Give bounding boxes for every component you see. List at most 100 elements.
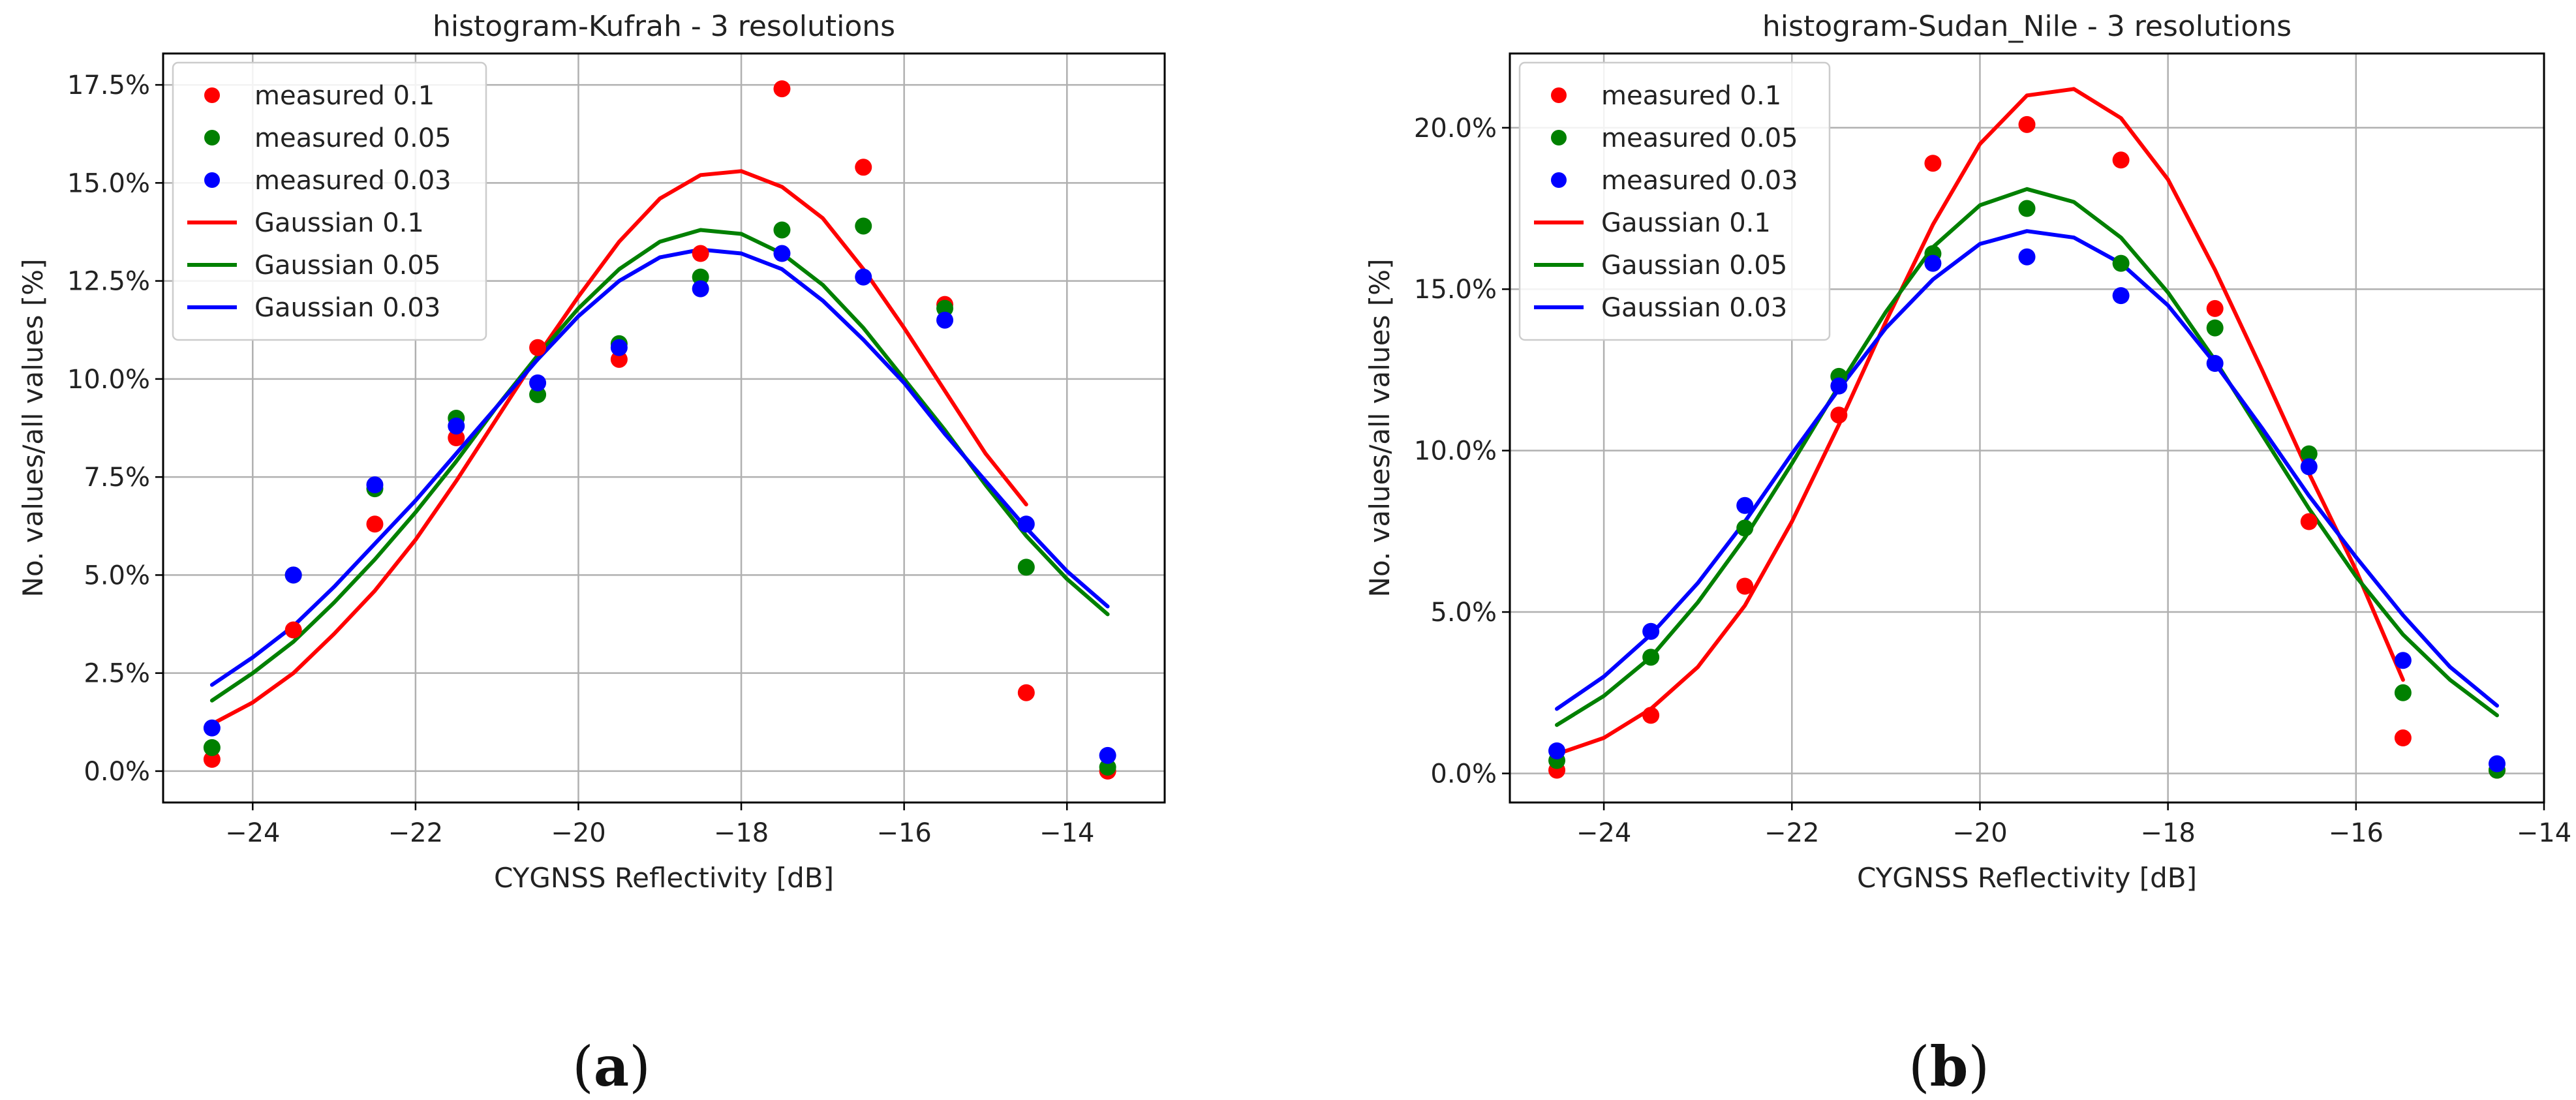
- data-point-measured-0.05: [2300, 445, 2318, 463]
- data-point-measured-0.1: [855, 159, 872, 176]
- y-tick-label: 7.5%: [84, 463, 150, 493]
- data-point-measured-0.1: [1736, 577, 1754, 595]
- data-point-measured-0.03: [2300, 458, 2318, 476]
- legend: measured 0.1 measured 0.05 measured 0.03 Ga…: [172, 61, 487, 341]
- legend-marker: [1551, 87, 1567, 103]
- data-point-measured-0.03: [1830, 377, 1848, 395]
- x-tick-label: −16: [876, 818, 931, 848]
- data-point-measured-0.1: [1830, 406, 1848, 424]
- data-point-measured-0.03: [773, 245, 791, 262]
- data-point-measured-0.1: [1642, 707, 1660, 724]
- legend: measured 0.1 measured 0.05 measured 0.03 Ga…: [1518, 61, 1831, 341]
- figure-panel-b: −24 −22 −20 −18 −16 −14 0.0% 5.0% 10.0% 15.0% 20.0…: [1288, 0, 2576, 1100]
- data-point-measured-0.03: [1548, 742, 1566, 759]
- y-tick-label: 2.5%: [84, 659, 150, 689]
- data-point-measured-0.1: [1017, 684, 1035, 701]
- data-point-measured-0.05: [2018, 200, 2036, 217]
- plot-area: [1548, 87, 2506, 779]
- chart-sudan-nile: −24 −22 −20 −18 −16 −14 0.0% 5.0% 10.0% 15.0% 20.0…: [1364, 10, 2571, 894]
- data-point-measured-0.03: [203, 719, 221, 737]
- legend-marker: [204, 172, 220, 188]
- y-tick-label: 20.0%: [1414, 114, 1497, 144]
- legend-box: [172, 61, 487, 341]
- chart-title: histogram-Sudan_Nile - 3 resolutions: [1762, 10, 2292, 43]
- data-point-measured-0.05: [1736, 519, 1754, 537]
- data-point-measured-0.05: [529, 386, 547, 403]
- data-point-measured-0.03: [1736, 497, 1754, 514]
- data-point-measured-0.03: [448, 417, 465, 435]
- legend-label: measured 0.1: [254, 81, 435, 111]
- data-point-measured-0.05: [855, 217, 872, 235]
- data-point-measured-0.1: [448, 429, 465, 447]
- x-tick-label: −20: [551, 818, 606, 848]
- data-point-measured-0.03: [2488, 755, 2506, 772]
- panel-caption-letter: a: [593, 1034, 630, 1099]
- legend-label: measured 0.05: [254, 123, 452, 153]
- data-point-measured-0.05: [936, 299, 954, 317]
- data-point-measured-0.05: [203, 739, 221, 756]
- legend-marker: [1551, 172, 1567, 188]
- series-line-gaussian-0.03: [1555, 229, 2499, 711]
- chart-title: histogram-Kufrah - 3 resolutions: [433, 10, 895, 43]
- data-point-measured-0.1: [284, 621, 302, 639]
- y-tick-label: 0.0%: [84, 757, 150, 787]
- data-point-measured-0.1: [2394, 729, 2412, 747]
- x-axis-label: CYGNSS Reflectivity [dB]: [1857, 862, 2197, 894]
- data-point-measured-0.1: [2206, 299, 2224, 317]
- data-point-measured-0.05: [1017, 558, 1035, 576]
- data-point-measured-0.03: [610, 339, 628, 356]
- x-tick-label: −18: [714, 818, 769, 848]
- data-point-measured-0.05: [2394, 684, 2412, 701]
- x-tick-label: −24: [1576, 818, 1631, 848]
- data-point-measured-0.03: [1642, 622, 1660, 640]
- data-point-measured-0.05: [2206, 319, 2224, 337]
- x-tick-label: −16: [2329, 818, 2384, 848]
- data-point-measured-0.1: [2112, 151, 2130, 169]
- data-point-measured-0.1: [773, 80, 791, 98]
- y-tick-label: 10.0%: [1414, 436, 1497, 466]
- data-point-measured-0.05: [692, 268, 709, 286]
- plot-area: [203, 80, 1116, 780]
- data-point-measured-0.03: [366, 476, 384, 494]
- panel-caption-a: (a): [572, 1034, 651, 1099]
- data-point-measured-0.05: [1642, 649, 1660, 666]
- series-line-gaussian-0.05: [1555, 187, 2499, 727]
- y-tick-label: 5.0%: [84, 560, 150, 590]
- x-tick-label: −14: [1039, 818, 1094, 848]
- data-point-measured-0.05: [2112, 254, 2130, 272]
- data-point-measured-0.03: [1924, 254, 1942, 272]
- figure-panel-a: −24 −22 −20 −18 −16 −14 0.0% 2.5% 5.0% 7.5% 10.0% 1…: [17, 10, 1166, 1099]
- legend-label: measured 0.03: [254, 166, 452, 196]
- data-point-measured-0.03: [692, 280, 709, 298]
- data-point-measured-0.1: [610, 350, 628, 368]
- y-tick-label: 5.0%: [1430, 598, 1497, 628]
- y-axis-label: No. values/all values [%]: [17, 259, 49, 598]
- y-tick-label: 17.5%: [67, 70, 150, 100]
- y-tick-label: 0.0%: [1430, 759, 1497, 789]
- legend-marker: [204, 87, 220, 103]
- data-point-measured-0.03: [284, 566, 302, 584]
- x-tick-label: −18: [2140, 818, 2195, 848]
- legend-label: measured 0.1: [1601, 81, 1781, 111]
- y-tick-label: 15.0%: [1414, 275, 1497, 305]
- data-point-measured-0.03: [936, 311, 954, 329]
- data-point-measured-0.1: [2300, 513, 2318, 530]
- legend-label: Gaussian 0.03: [254, 293, 440, 323]
- data-point-measured-0.03: [2206, 355, 2224, 373]
- data-point-measured-0.03: [1099, 746, 1116, 764]
- x-tick-label: −20: [1952, 818, 2007, 848]
- data-point-measured-0.1: [366, 515, 384, 533]
- data-point-measured-0.1: [2018, 115, 2036, 133]
- x-tick-label: −24: [225, 818, 280, 848]
- panel-caption-b: (b): [1908, 1034, 1990, 1099]
- data-point-measured-0.1: [1924, 155, 1942, 172]
- legend-label: Gaussian 0.1: [254, 208, 424, 238]
- data-point-measured-0.03: [2112, 287, 2130, 305]
- series-line-gaussian-0.1: [1555, 87, 2405, 756]
- y-tick-label: 15.0%: [67, 168, 150, 198]
- x-axis-label: CYGNSS Reflectivity [dB]: [494, 862, 834, 894]
- data-point-measured-0.03: [855, 268, 872, 286]
- legend-label: Gaussian 0.03: [1601, 293, 1787, 323]
- y-tick-label: 12.5%: [67, 267, 150, 297]
- legend-label: Gaussian 0.1: [1601, 208, 1771, 238]
